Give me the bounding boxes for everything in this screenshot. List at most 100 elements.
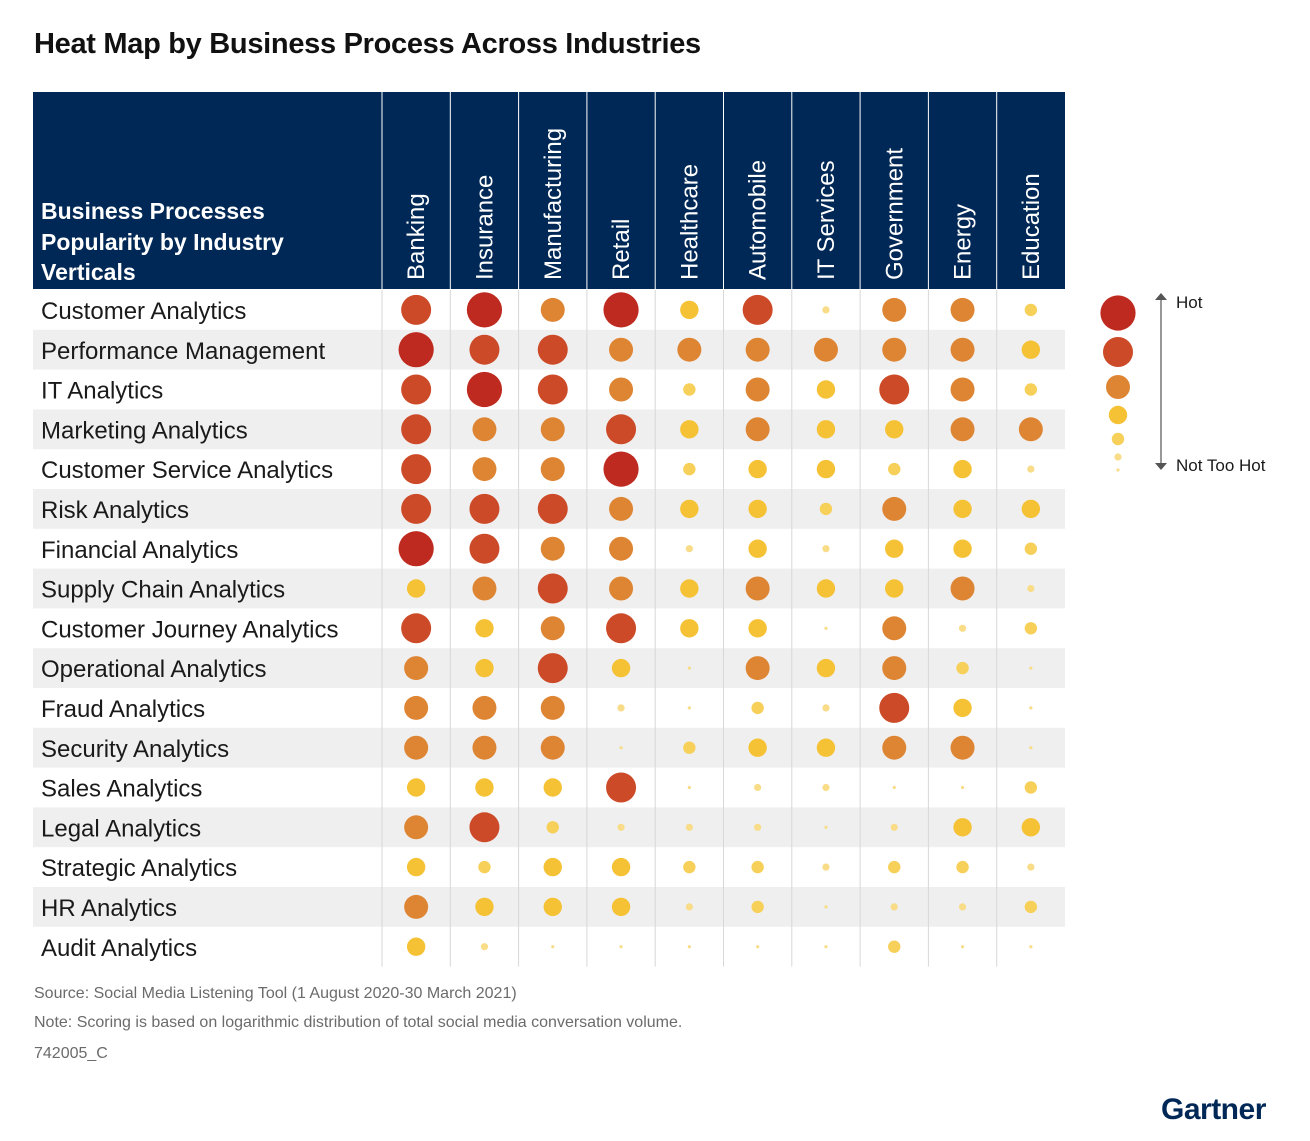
cell-fraud-analytics-healthcare: [687, 706, 691, 710]
column-label-it-services: IT Services: [813, 160, 840, 280]
cell-legal-analytics-energy: [953, 818, 972, 837]
cell-supply-chain-analytics-manufacturing: [537, 573, 568, 604]
cell-customer-analytics-insurance: [466, 292, 503, 328]
cell-operational-analytics-government: [882, 656, 907, 681]
cell-security-analytics-banking: [404, 735, 429, 760]
cell-audit-analytics-manufacturing: [551, 945, 555, 949]
row-label-audit-analytics: Audit Analytics: [41, 935, 197, 962]
row-label-customer-service-analytics: Customer Service Analytics: [41, 457, 333, 484]
cell-it-analytics-government: [879, 374, 910, 405]
cell-risk-analytics-it-services: [819, 502, 833, 516]
heatmap-chart: Business Processes Popularity by Industr…: [33, 92, 1266, 967]
gartner-logo: Gartner: [1161, 1093, 1266, 1126]
cell-marketing-analytics-healthcare: [680, 420, 699, 439]
cell-operational-analytics-automobile: [745, 656, 770, 681]
cell-supply-chain-analytics-banking: [406, 579, 426, 598]
cell-supply-chain-analytics-automobile: [745, 576, 770, 601]
cell-customer-analytics-it-services: [822, 306, 830, 314]
cell-risk-analytics-manufacturing: [537, 493, 568, 524]
legend-dot-level-3: [1108, 405, 1128, 425]
row-label-strategic-analytics: Strategic Analytics: [41, 855, 237, 882]
cell-financial-analytics-automobile: [748, 539, 767, 558]
row-label-fraud-analytics: Fraud Analytics: [41, 696, 205, 723]
cell-customer-journey-analytics-education: [1024, 622, 1038, 635]
cell-performance-management-banking: [398, 332, 434, 368]
cell-customer-service-analytics-banking: [401, 454, 432, 485]
cell-marketing-analytics-it-services: [816, 420, 836, 439]
row-label-marketing-analytics: Marketing Analytics: [41, 417, 248, 444]
cell-customer-journey-analytics-automobile: [748, 619, 767, 638]
column-label-healthcare: Healthcare: [676, 164, 703, 280]
cell-financial-analytics-insurance: [469, 533, 500, 564]
footer-source: Source: Social Media Listening Tool (1 A…: [34, 985, 517, 1002]
cell-customer-service-analytics-manufacturing: [540, 457, 565, 482]
cell-legal-analytics-government: [890, 823, 898, 831]
cell-strategic-analytics-insurance: [478, 860, 491, 874]
cell-risk-analytics-retail: [609, 496, 634, 521]
cell-operational-analytics-retail: [611, 658, 631, 678]
column-label-manufacturing: Manufacturing: [540, 128, 567, 280]
header-background: [33, 92, 1065, 289]
cell-sales-analytics-retail: [606, 772, 637, 803]
cell-security-analytics-it-services: [816, 738, 836, 757]
cell-audit-analytics-retail: [619, 945, 623, 949]
cell-fraud-analytics-it-services: [822, 704, 830, 712]
cell-operational-analytics-it-services: [816, 658, 836, 678]
cell-fraud-analytics-energy: [953, 698, 972, 718]
cell-audit-analytics-banking: [406, 937, 426, 956]
cell-risk-analytics-insurance: [469, 493, 500, 524]
cell-customer-journey-analytics-healthcare: [680, 619, 699, 638]
cell-strategic-analytics-retail: [611, 857, 631, 877]
cell-it-analytics-it-services: [816, 380, 836, 399]
legend: Hot Not Too Hot: [1100, 293, 1266, 475]
cell-strategic-analytics-education: [1027, 863, 1035, 871]
cell-it-analytics-insurance: [466, 371, 503, 408]
corner-label-line-3: Verticals: [41, 259, 136, 285]
corner-label-line-1: Business Processes: [41, 198, 265, 224]
cell-operational-analytics-energy: [956, 661, 969, 675]
cell-performance-management-it-services: [813, 337, 838, 362]
cell-hr-analytics-energy: [958, 903, 967, 911]
cell-hr-analytics-manufacturing: [543, 897, 562, 917]
cell-performance-management-manufacturing: [537, 334, 568, 365]
cell-strategic-analytics-healthcare: [683, 860, 696, 874]
cell-sales-analytics-banking: [406, 778, 426, 797]
cell-hr-analytics-education: [1024, 900, 1038, 914]
cell-risk-analytics-energy: [953, 499, 972, 519]
cell-hr-analytics-government: [890, 903, 898, 911]
cell-customer-service-analytics-education: [1027, 465, 1035, 473]
cell-performance-management-insurance: [469, 334, 500, 365]
row-label-customer-analytics: Customer Analytics: [41, 298, 246, 325]
cell-marketing-analytics-government: [885, 420, 904, 439]
column-label-retail: Retail: [608, 219, 635, 280]
cell-security-analytics-manufacturing: [540, 735, 565, 760]
legend-dot-level-6: [1100, 295, 1136, 331]
row-label-it-analytics: IT Analytics: [41, 378, 163, 405]
cell-customer-service-analytics-healthcare: [683, 462, 696, 476]
cell-fraud-analytics-education: [1029, 706, 1033, 710]
cell-legal-analytics-healthcare: [685, 823, 693, 831]
column-dividers: [381, 92, 998, 967]
cell-hr-analytics-insurance: [475, 897, 494, 917]
cell-customer-analytics-government: [882, 297, 907, 322]
cell-performance-management-energy: [950, 337, 975, 362]
cell-audit-analytics-education: [1029, 945, 1033, 949]
row-label-financial-analytics: Financial Analytics: [41, 537, 238, 564]
cell-sales-analytics-automobile: [754, 783, 762, 792]
cell-customer-service-analytics-retail: [603, 451, 639, 487]
cell-legal-analytics-education: [1021, 818, 1041, 837]
cell-customer-service-analytics-it-services: [816, 459, 836, 479]
cell-sales-analytics-education: [1024, 781, 1038, 794]
cell-customer-journey-analytics-insurance: [475, 619, 494, 638]
cell-performance-management-automobile: [745, 337, 770, 362]
cell-supply-chain-analytics-retail: [609, 576, 634, 601]
row-label-security-analytics: Security Analytics: [41, 736, 229, 763]
cell-sales-analytics-healthcare: [687, 785, 691, 790]
cell-it-analytics-manufacturing: [537, 374, 568, 405]
cell-legal-analytics-it-services: [824, 825, 828, 829]
cell-supply-chain-analytics-healthcare: [680, 579, 699, 598]
legend-dot-level-2: [1111, 432, 1125, 446]
column-label-education: Education: [1018, 173, 1045, 280]
cell-marketing-analytics-automobile: [745, 417, 770, 442]
cell-customer-journey-analytics-manufacturing: [540, 616, 565, 641]
